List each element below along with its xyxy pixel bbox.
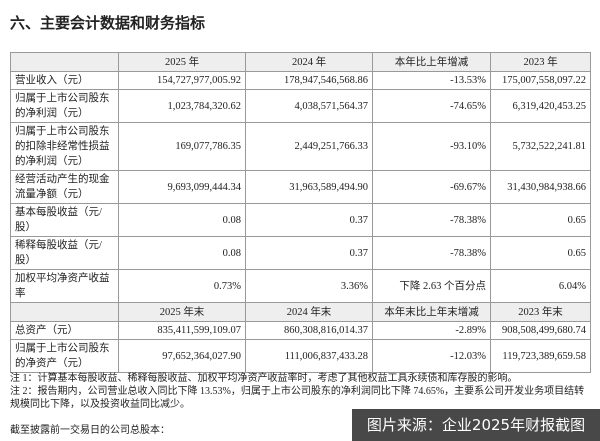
table-body: 2025 年 2024 年本年比上年增减 2023 年营业收入（元） 154,727,… [10,52,591,373]
cell: 154,727,977,005.92 [118,71,246,90]
table-row: 总资产（元） 835,411,599,109.07 860,308,816,014.… [10,321,591,340]
row-label: 基本每股收益（元/股） [10,203,119,237]
cell: 下降 2.63 个百分点 [372,269,491,303]
header-cell: 2023 年末 [490,302,591,322]
cell: 9,693,099,444.34 [118,170,246,204]
cell: 835,411,599,109.07 [118,321,246,340]
cell: 31,430,984,938.66 [490,170,591,204]
note: 注 1：计算基本每股收益、稀释每股收益、加权平均净资产收益率时，考虑了其他权益工… [10,373,518,384]
header-cell: 2024 年末 [245,302,373,322]
cell: 1,023,784,320.62 [118,89,246,123]
row-label: 稀释每股收益（元/股） [10,236,119,270]
cell: -78.38% [372,203,491,237]
table-row: 稀释每股收益（元/股） 0.08 0.37 -78.38% 0.65 [10,236,591,270]
cell: 0.73% [118,269,246,303]
cell: 175,007,558,097.22 [490,71,591,90]
cell: -78.38% [372,236,491,270]
header-row: 2025 年 2024 年本年比上年增减 2023 年 [10,52,591,72]
note: 注 2：报告期内，公司营业总收入同比下降 13.53%，归属于上市公司股东的净利… [10,386,585,410]
cell: 0.65 [490,236,591,270]
row-label: 总资产（元） [10,321,119,340]
cell: -93.10% [372,122,491,171]
row-label: 经营活动产生的现金流量净额（元） [10,170,119,204]
row-label: 营业收入（元） [10,71,119,90]
cell: 0.37 [245,203,373,237]
footer-text: 截至披露前一交易日的公司总股本： [10,425,170,436]
cell: -74.65% [372,89,491,123]
table-row: 营业收入（元） 154,727,977,005.92 178,947,546,568… [10,71,591,90]
cell: 6.04% [490,269,591,303]
row-label: 归属于上市公司股东的扣除非经常性损益的净利润（元） [10,122,119,171]
table-row: 归属于上市公司股东的净利润（元） 1,023,784,320.62 4,038,57… [10,89,591,123]
cell: 908,508,499,680.74 [490,321,591,340]
table-row: 经营活动产生的现金流量净额（元） 9,693,099,444.34 31,963,5… [10,170,591,204]
table-row: 归属于上市公司股东的净资产（元） 97,652,364,027.90 111,006… [10,339,591,373]
table-row: 基本每股收益（元/股） 0.08 0.37 -78.38% 0.65 [10,203,591,237]
table-row: 归属于上市公司股东的扣除非经常性损益的净利润（元） 169,077,786.35 2… [10,122,591,171]
cell: 0.08 [118,236,246,270]
cell: 3.36% [245,269,373,303]
table-row: 加权平均净资产收益率 0.73% 3.36% 下降 2.63 个百分点 6.04% [10,269,591,303]
header-cell: 本年末比上年末增减 [372,302,491,322]
cell: 178,947,546,568.86 [245,71,373,90]
section-title: 六、主要会计数据和财务指标 [10,14,206,32]
cell: 0.65 [490,203,591,237]
header-cell [10,302,119,322]
notes: 注 1：计算基本每股收益、稀释每股收益、加权平均净资产收益率时，考虑了其他权益工… [10,372,590,411]
header-cell: 2025 年末 [118,302,246,322]
cell: -12.03% [372,339,491,373]
watermark: 图片来源：企业2025年财报截图 [352,409,600,441]
cell: 4,038,571,564.37 [245,89,373,123]
cell: 169,077,786.35 [118,122,246,171]
header-cell: 2024 年 [245,52,373,72]
cell: -13.53% [372,71,491,90]
cell: -2.89% [372,321,491,340]
cell: 119,723,389,659.58 [490,339,591,373]
cell: 111,006,837,433.28 [245,339,373,373]
cell: 860,308,816,014.37 [245,321,373,340]
cell: 5,732,522,241.81 [490,122,591,171]
header-cell [10,52,119,72]
cell: 0.08 [118,203,246,237]
cell: 2,449,251,766.33 [245,122,373,171]
header-row: 2025 年末 2024 年末 本年末比上年末增减 2023 年末 [10,302,591,322]
row-label: 加权平均净资产收益率 [10,269,119,303]
header-cell: 2023 年 [490,52,591,72]
row-label: 归属于上市公司股东的净利润（元） [10,89,119,123]
cell: 0.37 [245,236,373,270]
row-label: 归属于上市公司股东的净资产（元） [10,339,119,373]
cell: -69.67% [372,170,491,204]
header-cell: 2025 年 [118,52,246,72]
cell: 31,963,589,494.90 [245,170,373,204]
header-cell: 本年比上年增减 [372,52,491,72]
cell: 6,319,420,453.25 [490,89,591,123]
cell: 97,652,364,027.90 [118,339,246,373]
financial-table: 2025 年 2024 年本年比上年增减 2023 年营业收入（元） 154,727,… [10,52,591,373]
